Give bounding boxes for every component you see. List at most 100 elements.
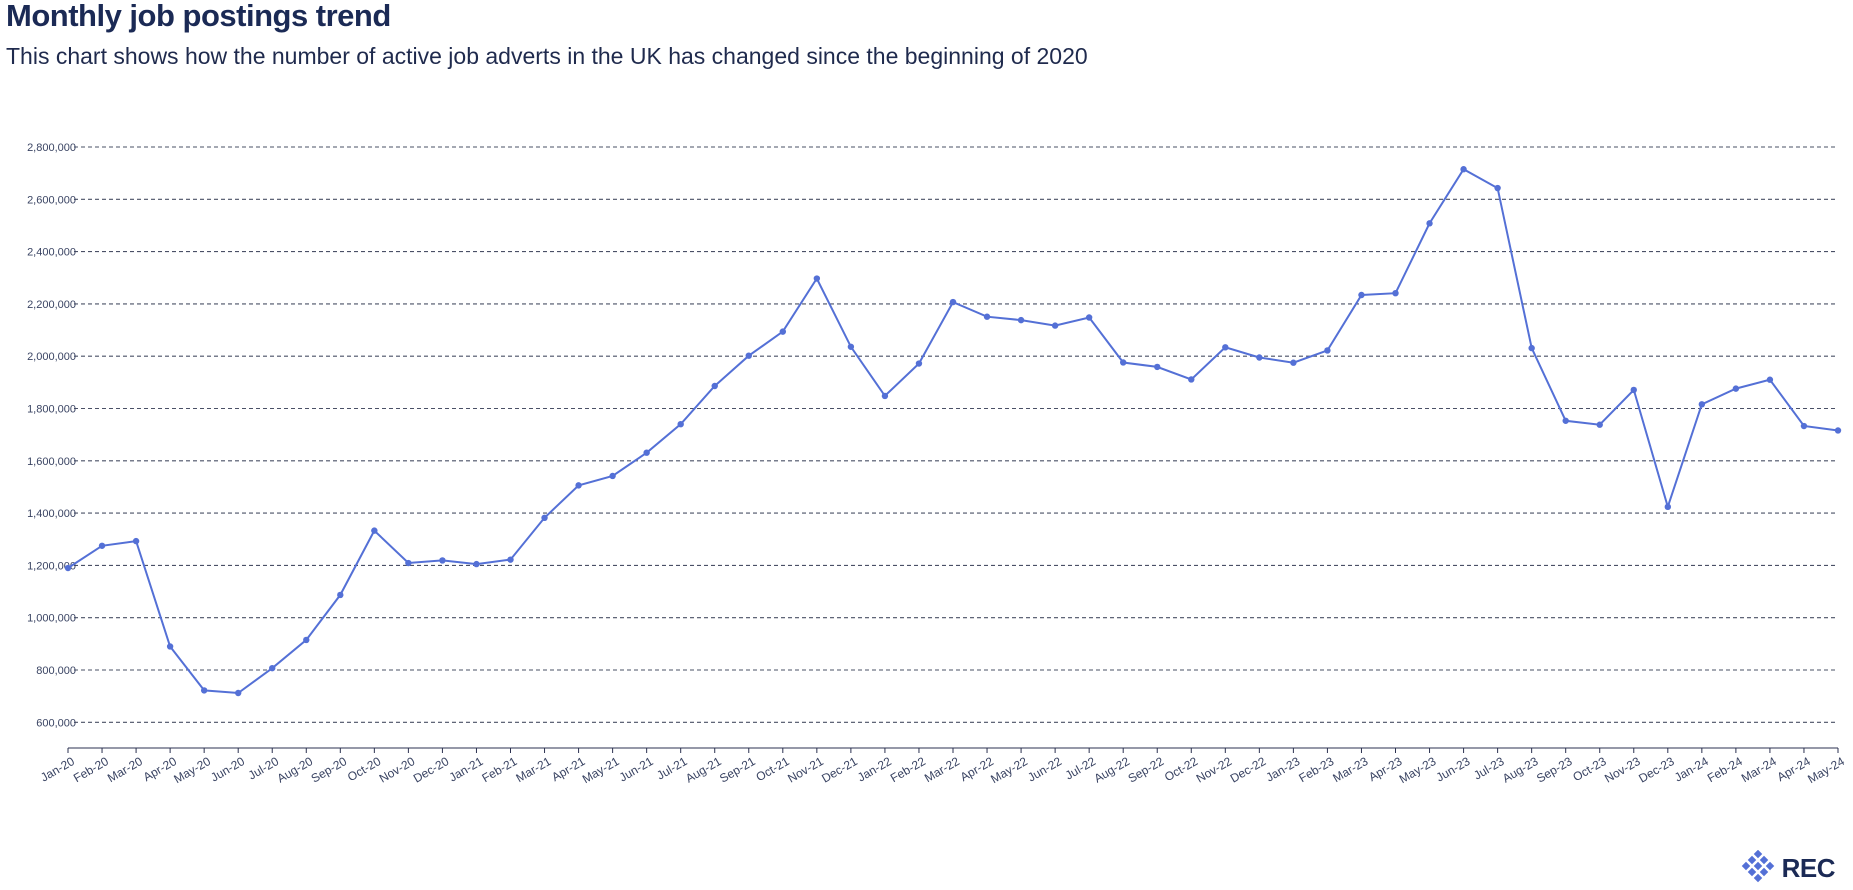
y-tick-label: 600,000 [36,717,76,729]
x-tick-label: Mar-20 [105,754,145,785]
data-points [64,166,1842,697]
x-tick-label: May-22 [988,754,1030,786]
x-tick-label: Oct-23 [1570,754,1608,784]
y-tick-label: 1,600,000 [27,456,76,468]
data-point[interactable] [541,514,548,522]
data-point[interactable] [1460,166,1467,173]
x-tick-label: Nov-21 [785,754,826,786]
x-tick-label: Sep-20 [309,754,350,786]
y-tick-label: 2,000,000 [27,351,76,363]
data-point[interactable] [711,382,718,390]
x-tick-label: Aug-20 [275,754,316,786]
x-tick-label: Mar-21 [514,754,554,785]
y-tick-label: 1,800,000 [27,404,76,416]
x-tick-label: Oct-20 [345,754,383,784]
x-tick-label: Sep-21 [717,754,758,786]
data-point[interactable] [1596,421,1603,428]
line-chart: 600,000 800,000 1,000,000 1,200,000 1,400,00… [27,142,1847,786]
data-point[interactable] [1834,427,1842,434]
data-point[interactable] [983,313,991,320]
data-point[interactable] [98,542,106,549]
y-axis-tick-labels: 600,000 800,000 1,000,000 1,200,000 1,400,00… [27,142,76,729]
data-point[interactable] [643,449,650,456]
x-tick-label: Dec-21 [819,754,860,786]
x-axis-tick-labels: Jan-20Feb-20Mar-20Apr-20May-20Jun-20Jul-… [38,748,1847,786]
data-point[interactable] [337,591,344,599]
data-point[interactable] [166,643,174,650]
x-tick-label: Dec-20 [411,754,452,786]
x-tick-label: Nov-22 [1194,754,1235,786]
data-point[interactable] [813,275,821,282]
rec-logo: REC [1740,850,1836,886]
x-tick-label: Aug-23 [1500,754,1541,786]
data-point[interactable] [269,664,276,672]
x-tick-label: Feb-23 [1296,754,1336,785]
x-tick-label: Sep-23 [1534,754,1575,786]
y-tick-label: 800,000 [36,665,76,677]
data-point[interactable] [1051,322,1059,329]
data-point[interactable] [1358,291,1365,299]
data-point[interactable] [949,298,957,306]
x-tick-label: Feb-24 [1705,754,1745,785]
data-point[interactable] [609,472,616,480]
data-point[interactable] [1664,503,1672,511]
x-tick-label: Feb-21 [479,754,519,785]
data-point[interactable] [1800,422,1808,430]
data-point[interactable] [1732,385,1740,392]
data-point[interactable] [1494,184,1501,192]
x-tick-label: Jun-20 [208,754,247,785]
x-tick-label: Nov-23 [1602,754,1643,786]
data-point[interactable] [677,420,684,428]
data-point[interactable] [1698,401,1706,408]
y-tick-label: 2,800,000 [27,142,76,154]
data-point[interactable] [439,557,446,564]
data-point[interactable] [1085,314,1093,321]
data-point[interactable] [1528,344,1535,352]
data-point[interactable] [473,560,480,568]
data-point[interactable] [405,559,412,567]
data-point[interactable] [371,527,378,534]
x-tick-label: Oct-22 [1162,754,1200,784]
data-point[interactable] [575,482,582,489]
data-point[interactable] [745,352,752,359]
x-tick-label: Nov-20 [377,754,418,786]
data-point[interactable] [915,360,923,367]
data-point[interactable] [1290,359,1297,366]
data-point[interactable] [1392,289,1399,297]
data-point[interactable] [1256,354,1263,361]
grid-lines [74,146,1838,723]
data-point[interactable] [881,392,889,400]
x-tick-label: May-24 [1805,754,1847,786]
data-point[interactable] [1562,417,1569,424]
x-tick-label: Dec-22 [1228,754,1269,786]
data-point[interactable] [1017,316,1025,324]
data-point[interactable] [200,687,208,694]
x-tick-label: May-20 [171,754,213,786]
data-point[interactable] [847,343,855,350]
data-point[interactable] [1766,376,1774,383]
x-tick-label: Jan-24 [1672,754,1711,785]
data-point[interactable] [1222,344,1229,351]
data-point[interactable] [1154,363,1161,371]
series-line [67,167,1839,695]
data-point[interactable] [1426,220,1433,227]
y-tick-label: 2,600,000 [27,194,76,206]
data-point[interactable] [234,689,242,697]
data-point[interactable] [1119,359,1127,366]
data-point[interactable] [64,564,72,572]
x-tick-label: Oct-21 [754,754,792,784]
data-point[interactable] [303,636,310,644]
y-tick-label: 1,200,000 [27,560,76,572]
x-tick-label: Jun-22 [1025,754,1064,785]
data-point[interactable] [1324,347,1331,354]
rec-logo-text: REC [1781,852,1836,883]
x-tick-label: Jul-20 [246,754,282,783]
data-point[interactable] [1630,386,1637,394]
x-tick-label: Aug-21 [683,754,724,786]
data-point[interactable] [507,556,514,563]
x-tick-label: Jul-21 [654,754,690,783]
data-point[interactable] [779,328,787,335]
x-tick-label: Jun-21 [617,754,656,785]
data-point[interactable] [132,537,140,545]
data-point[interactable] [1188,376,1195,383]
